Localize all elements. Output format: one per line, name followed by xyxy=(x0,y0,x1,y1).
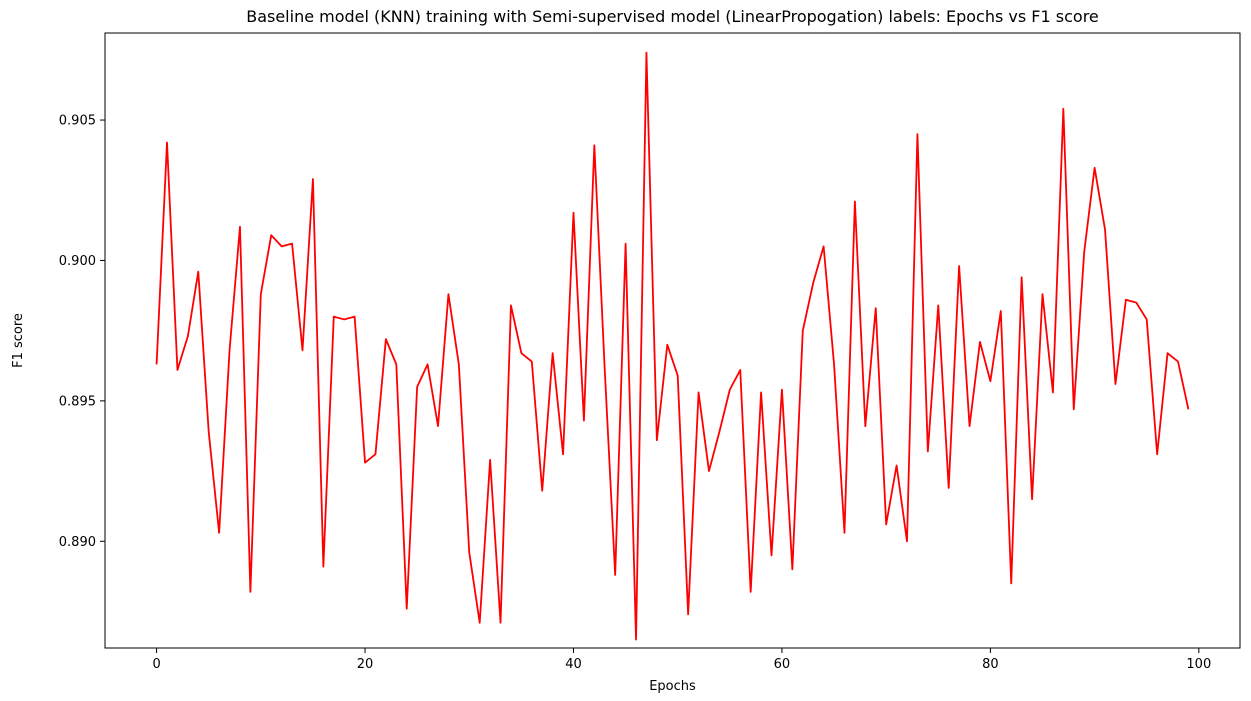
chart-title: Baseline model (KNN) training with Semi-… xyxy=(246,7,1099,26)
x-tick-label: 100 xyxy=(1186,657,1211,672)
y-axis-label: F1 score xyxy=(11,313,26,368)
x-tick-label: 60 xyxy=(774,657,791,672)
x-tick-label: 80 xyxy=(982,657,999,672)
x-axis-label: Epochs xyxy=(649,679,696,694)
series-line-0 xyxy=(155,51,1190,641)
x-tick-label: 40 xyxy=(565,657,582,672)
axis-ticks: 0 20 40 60 80 100 0.890 0.895 0.900 0.905 xyxy=(59,114,1211,672)
y-tick-label: 0.895 xyxy=(59,394,96,409)
y-tick-label: 0.905 xyxy=(59,114,96,129)
series-group xyxy=(155,51,1190,641)
x-tick-label: 0 xyxy=(152,657,160,672)
plot-frame xyxy=(104,32,1241,649)
y-tick-label: 0.900 xyxy=(59,254,96,269)
x-tick-label: 20 xyxy=(357,657,374,672)
y-tick-label: 0.890 xyxy=(59,535,96,550)
